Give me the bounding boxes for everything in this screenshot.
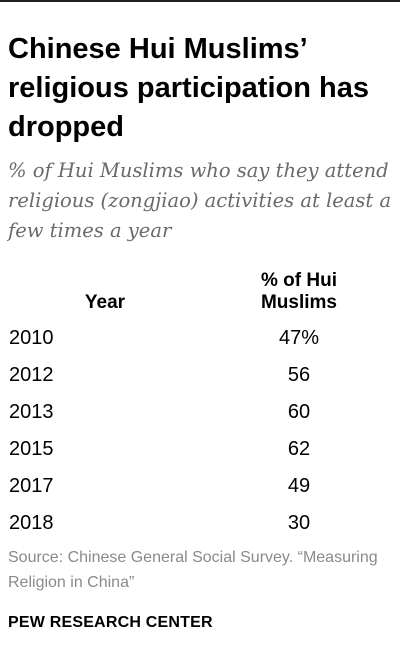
chart-title: Chinese Hui Muslims’ religious participa… <box>8 33 369 143</box>
row-value: 56 <box>287 364 311 386</box>
table-row: 2013 60 <box>0 401 400 438</box>
column-header-percent: % of Hui Muslims <box>260 270 338 313</box>
row-year: 2017 <box>9 475 54 497</box>
column-header-year: Year <box>84 292 126 313</box>
table-row: 2018 30 <box>0 512 400 549</box>
row-year: 2015 <box>9 438 54 460</box>
row-value: 30 <box>287 512 311 534</box>
chart-subtitle: % of Hui Muslims who say they attend rel… <box>8 159 392 242</box>
table-row: 2010 47% <box>0 327 400 364</box>
pew-research-center-logo: PEW RESEARCH CENTER <box>8 614 213 631</box>
row-year: 2010 <box>9 327 54 349</box>
source-note: Source: Chinese General Social Survey. “… <box>8 549 378 591</box>
top-rule <box>0 0 400 2</box>
row-year: 2013 <box>9 401 54 423</box>
row-value: 49 <box>287 475 311 497</box>
row-year: 2018 <box>9 512 54 534</box>
table-row: 2017 49 <box>0 475 400 512</box>
row-value: 62 <box>287 438 311 460</box>
table-row: 2015 62 <box>0 438 400 475</box>
table-row: 2012 56 <box>0 364 400 401</box>
row-value: 47% <box>278 327 320 349</box>
row-value: 60 <box>287 401 311 423</box>
row-year: 2012 <box>9 364 54 386</box>
